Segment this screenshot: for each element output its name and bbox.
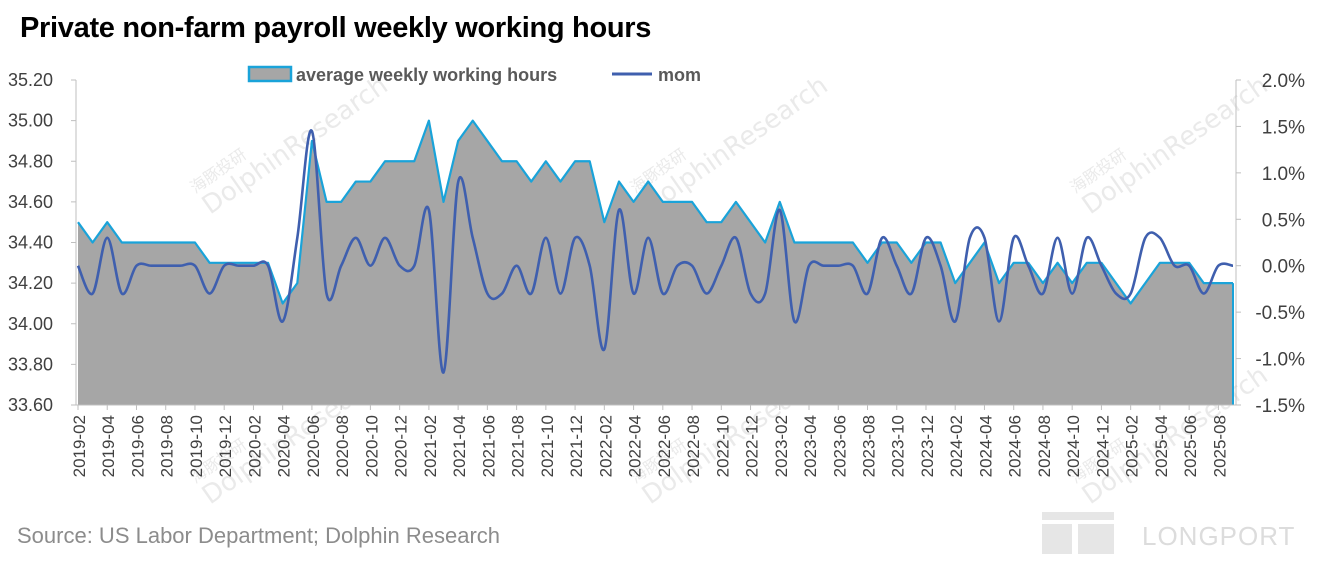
x-tick-label: 2025-08	[1210, 415, 1229, 477]
x-tick-label: 2024-12	[1093, 415, 1112, 477]
watermark-en: DolphinResearch	[1077, 70, 1274, 220]
x-tick-label: 2024-02	[947, 415, 966, 477]
legend: average weekly working hours mom	[247, 65, 701, 85]
right-tick-label: 2.0%	[1262, 71, 1305, 92]
x-tick-label: 2023-04	[801, 415, 820, 477]
x-tick-label: 2020-12	[392, 415, 411, 477]
x-tick-label: 2021-04	[450, 415, 469, 477]
x-tick-label: 2024-08	[1035, 415, 1054, 477]
legend-label-mom: mom	[658, 65, 701, 85]
x-tick-label: 2021-02	[421, 415, 440, 477]
right-tick-label: 0.5%	[1262, 210, 1305, 231]
left-tick-label: 34.60	[8, 192, 53, 212]
x-tick-label: 2023-08	[859, 415, 878, 477]
x-tick-label: 2021-12	[567, 415, 586, 477]
x-tick-label: 2019-04	[99, 415, 118, 477]
x-tick-label: 2022-10	[713, 415, 732, 477]
left-tick-label: 35.20	[8, 70, 53, 90]
right-tick-label: 0.0%	[1262, 257, 1305, 278]
legend-label-hours: average weekly working hours	[296, 65, 557, 85]
left-tick-label: 33.60	[8, 395, 53, 415]
right-tick-label: -1.5%	[1255, 396, 1305, 417]
right-tick-label: 1.5%	[1262, 117, 1305, 138]
line-series-mom	[76, 129, 1234, 374]
watermark-en: DolphinResearch	[637, 70, 834, 220]
x-tick-label: 2022-02	[596, 415, 615, 477]
x-tick-label: 2020-08	[333, 415, 352, 477]
x-tick-label: 2022-08	[684, 415, 703, 477]
x-tick-label: 2025-02	[1123, 415, 1142, 477]
x-tick-label: 2021-10	[538, 415, 557, 477]
x-tick-label: 2024-06	[1006, 415, 1025, 477]
x-tick-label: 2019-02	[70, 415, 89, 477]
x-tick-label: 2020-02	[245, 415, 264, 477]
x-tick-label: 2021-06	[479, 415, 498, 477]
x-tick-label: 2023-02	[772, 415, 791, 477]
left-tick-label: 34.00	[8, 314, 53, 334]
plot-area	[76, 119, 1234, 405]
right-tick-label: 1.0%	[1262, 164, 1305, 185]
x-tick-label: 2025-04	[1152, 415, 1171, 477]
x-tick-label: 2020-06	[304, 415, 323, 477]
right-tick-label: -0.5%	[1255, 303, 1305, 324]
longport-logo-icon	[1042, 512, 1114, 554]
x-tick-label: 2022-04	[626, 415, 645, 477]
right-tick-label: -1.0%	[1255, 350, 1305, 371]
x-tick-label: 2022-06	[655, 415, 674, 477]
x-tick-label: 2021-08	[509, 415, 528, 477]
logo-text: LONGPORT	[1142, 521, 1296, 551]
left-tick-label: 34.40	[8, 233, 53, 253]
x-tick-label: 2024-10	[1064, 415, 1083, 477]
axes: 33.60 33.80 34.00 34.20 34.40 34.60 34.80 35.00…	[8, 70, 1305, 477]
chart-title: Private non-farm payroll weekly working …	[20, 12, 652, 44]
x-tick-label: 2023-12	[918, 415, 937, 477]
left-tick-label: 34.20	[8, 273, 53, 293]
left-tick-label: 35.00	[8, 111, 53, 131]
x-tick-label: 2023-06	[830, 415, 849, 477]
x-tick-label: 2020-04	[275, 415, 294, 477]
x-tick-label: 2024-04	[976, 415, 995, 477]
x-tick-label: 2025-06	[1181, 415, 1200, 477]
x-tick-label: 2019-08	[158, 415, 177, 477]
source-note: Source: US Labor Department; Dolphin Res…	[17, 523, 501, 548]
x-tick-label: 2019-06	[128, 415, 147, 477]
x-tick-label: 2019-10	[187, 415, 206, 477]
left-tick-label: 34.80	[8, 151, 53, 171]
legend-swatch-area	[247, 65, 293, 83]
x-tick-label: 2020-10	[362, 415, 381, 477]
x-tick-label: 2022-12	[743, 415, 762, 477]
x-tick-label: 2019-12	[216, 415, 235, 477]
left-tick-label: 33.80	[8, 354, 53, 374]
x-tick-label: 2023-10	[889, 415, 908, 477]
